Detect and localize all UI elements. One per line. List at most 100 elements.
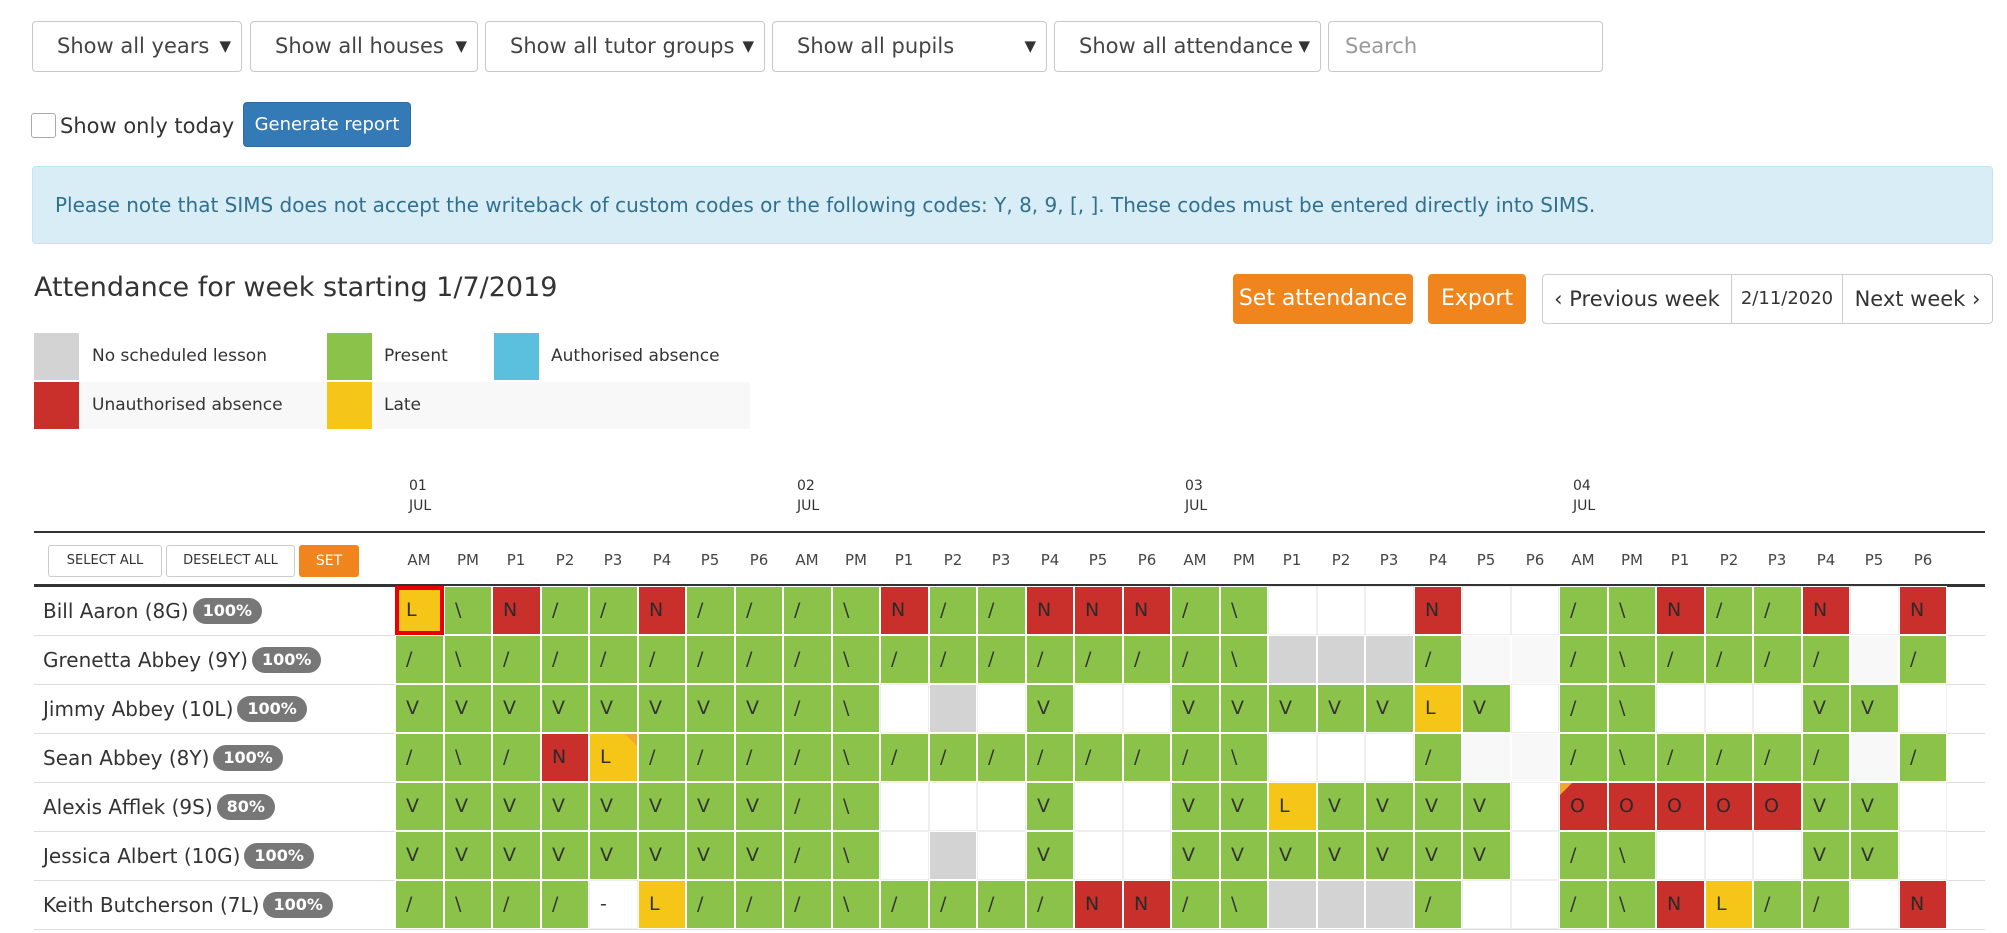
attendance-cell[interactable] bbox=[977, 831, 1026, 880]
attendance-cell[interactable]: V bbox=[1462, 684, 1511, 733]
show-only-today-checkbox[interactable] bbox=[31, 113, 56, 138]
attendance-cell[interactable] bbox=[1511, 586, 1559, 635]
attendance-cell[interactable]: / bbox=[783, 733, 832, 782]
attendance-cell[interactable]: \ bbox=[1608, 880, 1656, 929]
attendance-cell[interactable]: \ bbox=[444, 635, 492, 684]
attendance-cell[interactable]: / bbox=[541, 586, 589, 635]
attendance-cell[interactable]: V bbox=[1802, 831, 1850, 880]
attendance-cell[interactable]: / bbox=[395, 733, 444, 782]
pupil-name[interactable]: Keith Butcherson (7L) 100% bbox=[43, 881, 333, 929]
attendance-cell[interactable]: V bbox=[1317, 831, 1365, 880]
attendance-cell[interactable]: / bbox=[1705, 586, 1753, 635]
attendance-cell[interactable]: N bbox=[541, 733, 589, 782]
attendance-cell[interactable]: / bbox=[735, 880, 783, 929]
attendance-cell[interactable]: L bbox=[1705, 880, 1753, 929]
attendance-cell[interactable] bbox=[977, 684, 1026, 733]
attendance-cell[interactable]: / bbox=[638, 635, 686, 684]
attendance-cell[interactable]: / bbox=[1705, 733, 1753, 782]
attendance-cell[interactable]: V bbox=[1414, 831, 1462, 880]
attendance-cell[interactable]: / bbox=[1171, 733, 1220, 782]
attendance-cell[interactable]: / bbox=[541, 880, 589, 929]
attendance-cell[interactable]: V bbox=[686, 831, 735, 880]
attendance-cell[interactable]: / bbox=[1656, 635, 1705, 684]
attendance-cell[interactable]: V bbox=[1026, 684, 1074, 733]
pupil-name[interactable]: Bill Aaron (8G) 100% bbox=[43, 587, 263, 635]
attendance-cell[interactable] bbox=[1268, 586, 1317, 635]
attendance-cell[interactable]: V bbox=[686, 684, 735, 733]
attendance-cell[interactable]: / bbox=[1026, 880, 1074, 929]
attendance-cell[interactable] bbox=[1365, 733, 1414, 782]
attendance-cell[interactable] bbox=[1656, 831, 1705, 880]
attendance-cell[interactable]: / bbox=[880, 635, 929, 684]
attendance-cell[interactable]: V bbox=[1220, 782, 1268, 831]
attendance-cell[interactable]: N bbox=[492, 586, 541, 635]
attendance-cell[interactable] bbox=[1511, 831, 1559, 880]
attendance-cell[interactable]: / bbox=[686, 586, 735, 635]
attendance-cell[interactable]: V bbox=[1365, 831, 1414, 880]
attendance-cell[interactable]: / bbox=[1026, 635, 1074, 684]
attendance-cell[interactable]: \ bbox=[832, 635, 880, 684]
attendance-cell[interactable]: N bbox=[1414, 586, 1462, 635]
attendance-cell[interactable]: \ bbox=[444, 733, 492, 782]
attendance-cell[interactable]: \ bbox=[1220, 733, 1268, 782]
attendance-cell[interactable] bbox=[1753, 684, 1802, 733]
attendance-cell[interactable]: V bbox=[492, 684, 541, 733]
attendance-cell[interactable]: / bbox=[1753, 880, 1802, 929]
attendance-cell[interactable] bbox=[1511, 782, 1559, 831]
attendance-cell[interactable]: O bbox=[1753, 782, 1802, 831]
attendance-cell[interactable]: \ bbox=[1608, 586, 1656, 635]
attendance-cell[interactable]: / bbox=[492, 880, 541, 929]
attendance-cell[interactable]: / bbox=[1753, 733, 1802, 782]
attendance-cell[interactable]: / bbox=[1414, 635, 1462, 684]
attendance-cell[interactable]: / bbox=[1559, 586, 1608, 635]
attendance-cell[interactable] bbox=[1074, 684, 1123, 733]
attendance-cell[interactable]: V bbox=[589, 782, 638, 831]
attendance-cell[interactable]: / bbox=[1559, 733, 1608, 782]
attendance-cell[interactable]: / bbox=[1753, 586, 1802, 635]
pupil-name[interactable]: Grenetta Abbey (9Y) 100% bbox=[43, 636, 322, 684]
next-week-button[interactable]: Next week › bbox=[1843, 275, 1992, 323]
attendance-cell[interactable] bbox=[1511, 733, 1559, 782]
attendance-cell[interactable]: / bbox=[929, 880, 977, 929]
attendance-cell[interactable]: / bbox=[1414, 880, 1462, 929]
attendance-cell[interactable]: / bbox=[1074, 733, 1123, 782]
attendance-cell[interactable]: V bbox=[589, 831, 638, 880]
deselect-all-button[interactable]: DESELECT ALL bbox=[166, 545, 295, 577]
attendance-cell[interactable]: V bbox=[1850, 831, 1899, 880]
attendance-cell[interactable]: O bbox=[1608, 782, 1656, 831]
attendance-cell[interactable] bbox=[1317, 733, 1365, 782]
attendance-cell[interactable]: V bbox=[1317, 684, 1365, 733]
attendance-cell[interactable]: V bbox=[1462, 831, 1511, 880]
attendance-cell[interactable]: N bbox=[1899, 880, 1947, 929]
attendance-cell[interactable]: / bbox=[1656, 733, 1705, 782]
attendance-cell[interactable]: N bbox=[1074, 880, 1123, 929]
attendance-cell[interactable]: / bbox=[395, 880, 444, 929]
pupil-name[interactable]: Alexis Afflek (9S) 80% bbox=[43, 783, 275, 831]
attendance-cell[interactable]: V bbox=[444, 684, 492, 733]
attendance-cell[interactable]: N bbox=[1656, 880, 1705, 929]
attendance-cell[interactable]: V bbox=[1802, 684, 1850, 733]
attendance-cell[interactable] bbox=[1850, 586, 1899, 635]
attendance-cell[interactable]: V bbox=[638, 831, 686, 880]
attendance-cell[interactable]: / bbox=[638, 733, 686, 782]
attendance-cell[interactable]: O bbox=[1559, 782, 1608, 831]
attendance-cell[interactable] bbox=[929, 831, 977, 880]
set-button[interactable]: SET bbox=[299, 545, 359, 577]
attendance-cell[interactable]: \ bbox=[832, 831, 880, 880]
attendance-cell[interactable] bbox=[1365, 880, 1414, 929]
tutor-groups-filter[interactable]: Show all tutor groups ▼ bbox=[485, 21, 765, 72]
houses-filter[interactable]: Show all houses ▼ bbox=[250, 21, 478, 72]
attendance-cell[interactable]: / bbox=[492, 635, 541, 684]
attendance-cell[interactable]: V bbox=[541, 831, 589, 880]
attendance-cell[interactable]: \ bbox=[832, 733, 880, 782]
attendance-cell[interactable] bbox=[1123, 684, 1171, 733]
attendance-cell[interactable] bbox=[1753, 831, 1802, 880]
attendance-cell[interactable]: \ bbox=[832, 782, 880, 831]
attendance-cell[interactable]: V bbox=[395, 831, 444, 880]
pupil-name[interactable]: Jimmy Abbey (10L) 100% bbox=[43, 685, 307, 733]
attendance-cell[interactable]: V bbox=[444, 831, 492, 880]
attendance-cell[interactable] bbox=[1705, 831, 1753, 880]
attendance-cell[interactable]: V bbox=[492, 831, 541, 880]
attendance-cell[interactable]: / bbox=[1026, 733, 1074, 782]
attendance-cell[interactable]: - bbox=[589, 880, 638, 929]
